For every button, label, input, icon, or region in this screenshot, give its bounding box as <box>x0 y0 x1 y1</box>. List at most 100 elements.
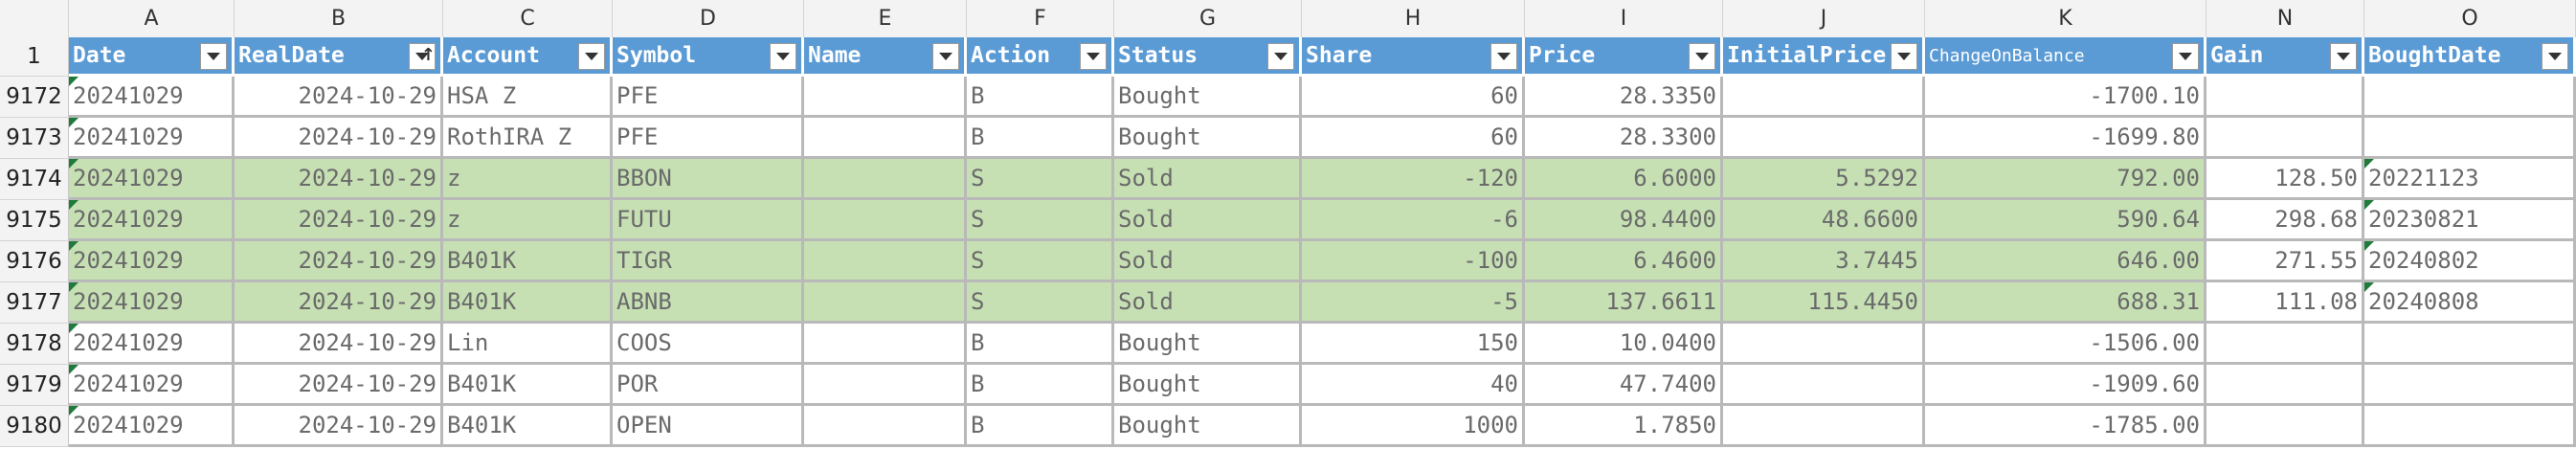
cell-date[interactable]: 20241029 <box>69 282 235 324</box>
filter-dropdown-icon[interactable] <box>200 43 227 70</box>
cell-action[interactable]: B <box>967 365 1114 406</box>
row-number[interactable]: 9174 <box>0 159 69 200</box>
cell-name[interactable] <box>804 324 967 365</box>
cell-share[interactable]: -100 <box>1302 241 1525 282</box>
filter-dropdown-icon[interactable] <box>2172 43 2199 70</box>
cell-share[interactable]: 150 <box>1302 324 1525 365</box>
cell-date[interactable]: 20241029 <box>69 159 235 200</box>
column-letter-c[interactable]: C <box>443 0 613 37</box>
cell-changeonbalance[interactable]: 646.00 <box>1925 241 2206 282</box>
column-letter-b[interactable]: B <box>235 0 443 37</box>
cell-name[interactable] <box>804 365 967 406</box>
cell-realdate[interactable]: 2024-10-29 <box>235 200 443 241</box>
cell-symbol[interactable]: PFE <box>613 118 804 159</box>
cell-initialprice[interactable] <box>1723 406 1925 447</box>
filter-dropdown-icon[interactable] <box>1689 43 1715 70</box>
header-changeonbalance[interactable]: ChangeOnBalance <box>1925 37 2206 77</box>
column-letter-j[interactable]: J <box>1723 0 1925 37</box>
cell-boughtdate[interactable]: 20230821 <box>2364 200 2576 241</box>
cell-gain[interactable] <box>2206 365 2364 406</box>
row-number[interactable]: 9177 <box>0 282 69 324</box>
cell-initialprice[interactable]: 5.5292 <box>1723 159 1925 200</box>
header-account[interactable]: Account <box>443 37 613 77</box>
column-letter-o[interactable]: O <box>2364 0 2576 37</box>
cell-realdate[interactable]: 2024-10-29 <box>235 118 443 159</box>
column-letter-f[interactable]: F <box>967 0 1114 37</box>
cell-gain[interactable]: 271.55 <box>2206 241 2364 282</box>
cell-name[interactable] <box>804 200 967 241</box>
cell-price[interactable]: 10.0400 <box>1525 324 1723 365</box>
cell-symbol[interactable]: OPEN <box>613 406 804 447</box>
cell-gain[interactable]: 111.08 <box>2206 282 2364 324</box>
cell-action[interactable]: B <box>967 406 1114 447</box>
cell-status[interactable]: Bought <box>1114 406 1302 447</box>
filter-dropdown-icon[interactable] <box>2542 43 2568 70</box>
cell-status[interactable]: Bought <box>1114 324 1302 365</box>
cell-changeonbalance[interactable]: -1909.60 <box>1925 365 2206 406</box>
cell-account[interactable]: z <box>443 200 613 241</box>
cell-changeonbalance[interactable]: -1700.10 <box>1925 77 2206 118</box>
row-number[interactable]: 9175 <box>0 200 69 241</box>
cell-initialprice[interactable] <box>1723 77 1925 118</box>
cell-changeonbalance[interactable]: -1699.80 <box>1925 118 2206 159</box>
cell-boughtdate[interactable] <box>2364 118 2576 159</box>
header-name[interactable]: Name <box>804 37 967 77</box>
cell-name[interactable] <box>804 159 967 200</box>
header-boughtdate[interactable]: BoughtDate <box>2364 37 2576 77</box>
cell-boughtdate[interactable] <box>2364 365 2576 406</box>
cell-share[interactable]: 60 <box>1302 77 1525 118</box>
cell-boughtdate[interactable]: 20240802 <box>2364 241 2576 282</box>
cell-realdate[interactable]: 2024-10-29 <box>235 241 443 282</box>
filter-dropdown-icon[interactable] <box>578 43 605 70</box>
cell-price[interactable]: 28.3350 <box>1525 77 1723 118</box>
cell-boughtdate[interactable] <box>2364 77 2576 118</box>
filter-dropdown-icon[interactable] <box>1080 43 1107 70</box>
filter-dropdown-icon[interactable] <box>770 43 796 70</box>
cell-date[interactable]: 20241029 <box>69 241 235 282</box>
filter-dropdown-icon[interactable] <box>932 43 959 70</box>
cell-account[interactable]: HSA Z <box>443 77 613 118</box>
cell-realdate[interactable]: 2024-10-29 <box>235 159 443 200</box>
cell-realdate[interactable]: 2024-10-29 <box>235 406 443 447</box>
cell-price[interactable]: 6.4600 <box>1525 241 1723 282</box>
cell-status[interactable]: Sold <box>1114 200 1302 241</box>
cell-action[interactable]: B <box>967 118 1114 159</box>
cell-gain[interactable] <box>2206 324 2364 365</box>
column-letter-e[interactable]: E <box>804 0 967 37</box>
cell-symbol[interactable]: BBON <box>613 159 804 200</box>
cell-status[interactable]: Sold <box>1114 159 1302 200</box>
cell-action[interactable]: S <box>967 241 1114 282</box>
header-share[interactable]: Share <box>1302 37 1525 77</box>
cell-price[interactable]: 47.7400 <box>1525 365 1723 406</box>
cell-initialprice[interactable]: 3.7445 <box>1723 241 1925 282</box>
cell-status[interactable]: Bought <box>1114 77 1302 118</box>
cell-share[interactable]: -6 <box>1302 200 1525 241</box>
cell-gain[interactable]: 298.68 <box>2206 200 2364 241</box>
cell-action[interactable]: S <box>967 200 1114 241</box>
cell-account[interactable]: RothIRA Z <box>443 118 613 159</box>
cell-realdate[interactable]: 2024-10-29 <box>235 324 443 365</box>
cell-action[interactable]: S <box>967 282 1114 324</box>
cell-share[interactable]: -5 <box>1302 282 1525 324</box>
cell-initialprice[interactable]: 48.6600 <box>1723 200 1925 241</box>
cell-name[interactable] <box>804 77 967 118</box>
cell-boughtdate[interactable]: 20240808 <box>2364 282 2576 324</box>
cell-name[interactable] <box>804 118 967 159</box>
row-number[interactable]: 9176 <box>0 241 69 282</box>
header-realdate[interactable]: RealDate ↑ <box>235 37 443 77</box>
cell-share[interactable]: 60 <box>1302 118 1525 159</box>
cell-gain[interactable] <box>2206 118 2364 159</box>
cell-account[interactable]: B401K <box>443 241 613 282</box>
cell-initialprice[interactable] <box>1723 118 1925 159</box>
cell-account[interactable]: B401K <box>443 365 613 406</box>
cell-changeonbalance[interactable]: 590.64 <box>1925 200 2206 241</box>
row-number-header[interactable]: 1 <box>0 37 69 77</box>
cell-account[interactable]: Lin <box>443 324 613 365</box>
cell-changeonbalance[interactable]: 688.31 <box>1925 282 2206 324</box>
cell-gain[interactable] <box>2206 406 2364 447</box>
cell-action[interactable]: B <box>967 77 1114 118</box>
filter-dropdown-icon[interactable] <box>1490 43 1517 70</box>
cell-status[interactable]: Sold <box>1114 241 1302 282</box>
cell-share[interactable]: 40 <box>1302 365 1525 406</box>
cell-symbol[interactable]: FUTU <box>613 200 804 241</box>
